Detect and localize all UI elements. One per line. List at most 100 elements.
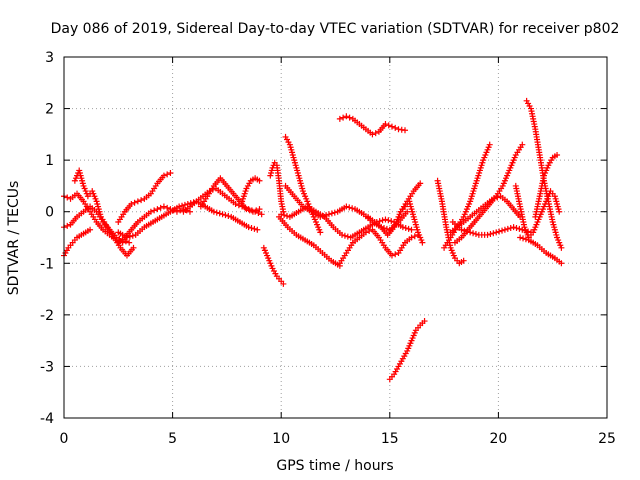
data-point (388, 123, 395, 130)
data-point (317, 229, 324, 236)
data-point (558, 244, 565, 251)
chart-title: Day 086 of 2019, Sidereal Day-to-day VTE… (51, 21, 620, 37)
x-tick-label: 5 (168, 431, 177, 447)
data-series-track-01 (61, 226, 94, 259)
data-point (470, 230, 477, 237)
data-point (341, 232, 348, 239)
data-point (164, 171, 171, 178)
y-tick-label: -2 (40, 308, 54, 324)
data-point (379, 217, 386, 224)
data-point (64, 194, 71, 201)
y-tick-label: -4 (40, 411, 54, 427)
data-point (283, 213, 290, 220)
y-tick-label: -3 (40, 359, 54, 375)
data-point (458, 226, 465, 233)
x-tick-label: 15 (381, 431, 399, 447)
tick-labels: 0 5 10 15 20 25 -4 -3 -2 -1 0 1 2 3 (40, 50, 616, 447)
data-point (411, 233, 418, 240)
data-series-track-20 (386, 318, 428, 383)
data-point (402, 127, 409, 134)
data-point (249, 208, 256, 215)
data-point (129, 232, 136, 239)
data-series-track-11 (267, 159, 287, 215)
data-series-track-10 (239, 175, 263, 205)
data-point (325, 211, 332, 218)
data-point (213, 209, 220, 216)
data-point (382, 216, 389, 223)
data-series-track-17 (336, 113, 409, 138)
data-series-track-06 (115, 170, 174, 226)
data-point (126, 239, 133, 246)
data-point (258, 211, 265, 218)
data-series-track-12 (260, 244, 287, 287)
data-point (484, 231, 491, 238)
y-tick-label: 0 (45, 205, 54, 221)
data-point (130, 244, 137, 251)
data-point (388, 218, 395, 225)
data-point (176, 203, 183, 210)
data-point (186, 208, 193, 215)
data-point (222, 212, 229, 219)
data-point (404, 208, 411, 215)
data-point (556, 208, 563, 215)
data-point (496, 228, 503, 235)
data-point (167, 170, 174, 177)
data-point (343, 113, 350, 120)
data-point (87, 226, 94, 233)
data-point (499, 227, 506, 234)
data-point (388, 252, 395, 259)
data-point (246, 207, 253, 214)
data-point (472, 231, 479, 238)
data-point (349, 205, 356, 212)
data-point (340, 114, 347, 121)
data-point (219, 211, 226, 218)
data-point (251, 225, 258, 232)
x-tick-label: 20 (489, 431, 507, 447)
x-tick-label: 10 (272, 431, 290, 447)
data-point (385, 122, 392, 129)
data-series-track-18 (336, 226, 422, 267)
data-point (248, 225, 255, 232)
data-point (160, 203, 167, 210)
data-point (517, 234, 524, 241)
data-series-track-21 (397, 198, 426, 246)
data-point (507, 225, 514, 232)
data-point (343, 203, 350, 210)
data-point (520, 235, 527, 242)
data-point (177, 207, 184, 214)
data-point (522, 236, 529, 243)
data-series-track-09 (197, 175, 263, 215)
data-point (320, 213, 327, 220)
data-point (317, 213, 324, 220)
data-point (486, 141, 493, 148)
data-point (558, 260, 565, 267)
data-point (385, 217, 392, 224)
data-point (372, 130, 379, 137)
data-series-track-22 (434, 177, 467, 267)
data-point (408, 234, 415, 241)
data-point (392, 251, 399, 258)
data-series-track-28 (512, 182, 563, 241)
data-point (519, 141, 526, 148)
data-point (126, 233, 133, 240)
data-point (331, 209, 338, 216)
data-point (399, 224, 406, 231)
y-axis-label: SDTVAR / TECUs (6, 181, 22, 296)
data-point (256, 206, 263, 213)
x-tick-label: 25 (598, 431, 616, 447)
x-axis-label: GPS time / hours (276, 458, 393, 474)
plot-frame (63, 56, 608, 419)
data-point (405, 225, 412, 232)
data-point (154, 206, 161, 213)
x-tick-label: 0 (60, 431, 69, 447)
data-point (494, 194, 501, 201)
data-series-track-13 (282, 133, 324, 236)
data-point (164, 204, 171, 211)
data-point (501, 226, 508, 233)
data-point (513, 225, 520, 232)
data-point (323, 212, 330, 219)
data-point (232, 200, 239, 207)
data-point (181, 201, 188, 208)
